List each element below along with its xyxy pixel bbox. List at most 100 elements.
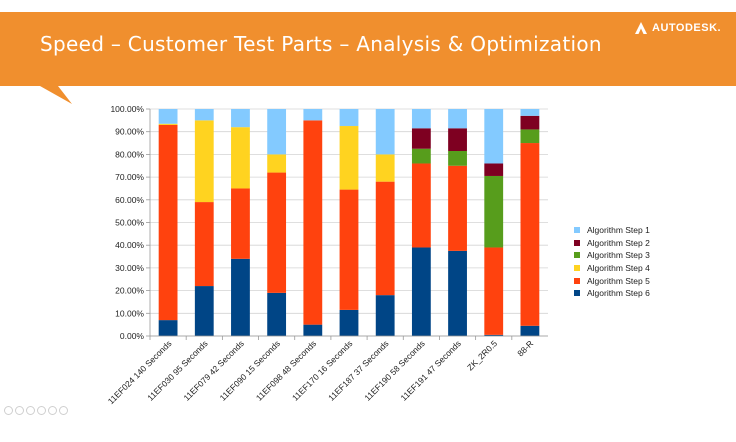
legend-item: Algorithm Step 4 [574, 262, 650, 275]
bar-segment-algorithm-step-5 [194, 202, 214, 287]
bar-segment-algorithm-step-2 [520, 115, 540, 130]
autodesk-logo: AUTODESK. [634, 22, 721, 34]
legend-label: Algorithm Step 5 [587, 275, 650, 286]
bar-segment-algorithm-step-3 [520, 129, 540, 144]
more-options-icon[interactable] [59, 406, 68, 415]
bar-segment-algorithm-step-4 [231, 127, 250, 189]
bar-segment-algorithm-step-5 [484, 247, 504, 335]
bar-segment-algorithm-step-4 [339, 126, 359, 190]
slide-title: Speed – Customer Test Parts – Analysis &… [40, 32, 602, 56]
bar-segment-algorithm-step-6 [267, 292, 287, 336]
x-tick-label: 11EF187 37 Seconds [326, 338, 390, 402]
bar-segment-algorithm-step-1 [194, 109, 214, 121]
bar-segment-algorithm-step-6 [194, 286, 214, 336]
y-tick-label: 40.00% [115, 240, 144, 250]
legend-label: Algorithm Step 4 [587, 263, 650, 274]
bar-segment-algorithm-step-5 [411, 163, 431, 248]
bar-segment-algorithm-step-2 [484, 163, 504, 176]
bar-segment-algorithm-step-6 [520, 325, 540, 336]
bar-segment-algorithm-step-4 [194, 120, 214, 203]
legend-item: Algorithm Step 2 [574, 237, 650, 250]
bar-segment-algorithm-step-6 [448, 250, 467, 336]
y-tick-label: 30.00% [115, 263, 144, 273]
bar-segment-algorithm-step-6 [339, 309, 359, 336]
legend-swatch [574, 252, 580, 259]
legend-label: Algorithm Step 1 [587, 225, 650, 236]
bar-segment-algorithm-step-5 [267, 172, 287, 293]
bar-segment-algorithm-step-5 [303, 120, 323, 325]
x-tick-label: 11EF170 16 Seconds [290, 338, 354, 402]
zoom-icon[interactable] [48, 406, 57, 415]
legend-item: Algorithm Step 1 [574, 224, 650, 237]
stacked-bar-chart: 0.00% 10.00% 20.00% 30.00% 40.00% 50.00% 60.00… [106, 104, 548, 406]
bar-segment-algorithm-step-1 [339, 109, 359, 127]
y-tick-label: 60.00% [115, 195, 144, 205]
bar-segment-algorithm-step-1 [375, 109, 395, 155]
bar-segment-algorithm-step-3 [411, 148, 431, 164]
legend-item: Algorithm Step 5 [574, 274, 650, 287]
bar-segment-algorithm-step-6 [303, 324, 323, 336]
prev-slide-icon[interactable] [4, 406, 13, 415]
y-tick-label: 90.00% [115, 127, 144, 137]
bar-segment-algorithm-step-5 [158, 124, 178, 321]
bar-segment-algorithm-step-2 [448, 128, 467, 151]
x-tick-label: ZK_2R0.5 [465, 338, 499, 372]
bar-segment-algorithm-step-5 [231, 188, 250, 259]
bar-segment-algorithm-step-4 [158, 123, 178, 125]
x-tick-label: 11EF024 140 Seconds [106, 338, 174, 406]
chart-legend: Algorithm Step 1 Algorithm Step 2 Algorith… [574, 224, 650, 300]
y-tick-label: 50.00% [115, 218, 144, 228]
x-tick-label: 11EF090 15 Seconds [218, 338, 282, 402]
x-tick-label: 11EF191 47 Seconds [399, 338, 463, 402]
y-tick-label: 10.00% [115, 308, 144, 318]
y-tick-label: 20.00% [115, 286, 144, 296]
bar-segment-algorithm-step-1 [231, 109, 250, 128]
bar-segment-algorithm-step-6 [375, 295, 395, 336]
legend-swatch [574, 265, 580, 272]
bar-segment-algorithm-step-1 [411, 109, 431, 129]
autodesk-logo-icon [635, 22, 647, 34]
legend-swatch [574, 227, 580, 234]
pen-icon[interactable] [26, 406, 35, 415]
legend-swatch [574, 277, 580, 284]
bar-segment-algorithm-step-1 [158, 109, 178, 124]
bar-segment-algorithm-step-5 [375, 181, 395, 296]
bar-segment-algorithm-step-6 [231, 258, 250, 336]
bar-segment-algorithm-step-3 [448, 150, 467, 166]
y-tick-label: 100.00% [110, 104, 144, 114]
bar-segment-algorithm-step-4 [375, 154, 395, 182]
bar-segment-algorithm-step-1 [484, 109, 504, 164]
legend-label: Algorithm Step 3 [587, 250, 650, 261]
x-tick-label: 11EF030 95 Seconds [145, 338, 209, 402]
legend-item: Algorithm Step 6 [574, 287, 650, 300]
next-slide-icon[interactable] [15, 406, 24, 415]
y-tick-label: 70.00% [115, 172, 144, 182]
bar-segment-algorithm-step-5 [520, 143, 540, 326]
legend-label: Algorithm Step 6 [587, 288, 650, 299]
bar-segment-algorithm-step-1 [267, 109, 287, 155]
bar-segment-algorithm-step-5 [339, 189, 359, 310]
bar-segment-algorithm-step-6 [411, 247, 431, 336]
bar-segment-algorithm-step-6 [484, 334, 504, 336]
legend-swatch [574, 290, 580, 297]
bar-segment-algorithm-step-5 [448, 165, 467, 251]
x-tick-label: 11EF190 58 Seconds [362, 338, 426, 402]
grid-view-icon[interactable] [37, 406, 46, 415]
y-tick-label: 80.00% [115, 149, 144, 159]
y-tick-label: 0.00% [120, 331, 145, 341]
slide-controls[interactable] [4, 406, 68, 415]
bar-segment-algorithm-step-4 [267, 154, 287, 173]
legend-swatch [574, 239, 580, 246]
title-banner [0, 12, 736, 104]
legend-label: Algorithm Step 2 [587, 237, 650, 248]
bar-segment-algorithm-step-1 [303, 109, 323, 121]
x-tick-label: 11EF098 48 Seconds [254, 338, 318, 402]
x-tick-label: 11EF079 42 Seconds [181, 338, 245, 402]
bar-segment-algorithm-step-1 [448, 109, 467, 129]
bar-segment-algorithm-step-6 [158, 320, 178, 336]
bars [158, 109, 540, 336]
bar-segment-algorithm-step-3 [484, 175, 504, 248]
autodesk-logo-text: AUTODESK. [652, 22, 722, 34]
x-tick-label: 88-R [515, 338, 535, 358]
bar-segment-algorithm-step-1 [520, 109, 540, 116]
